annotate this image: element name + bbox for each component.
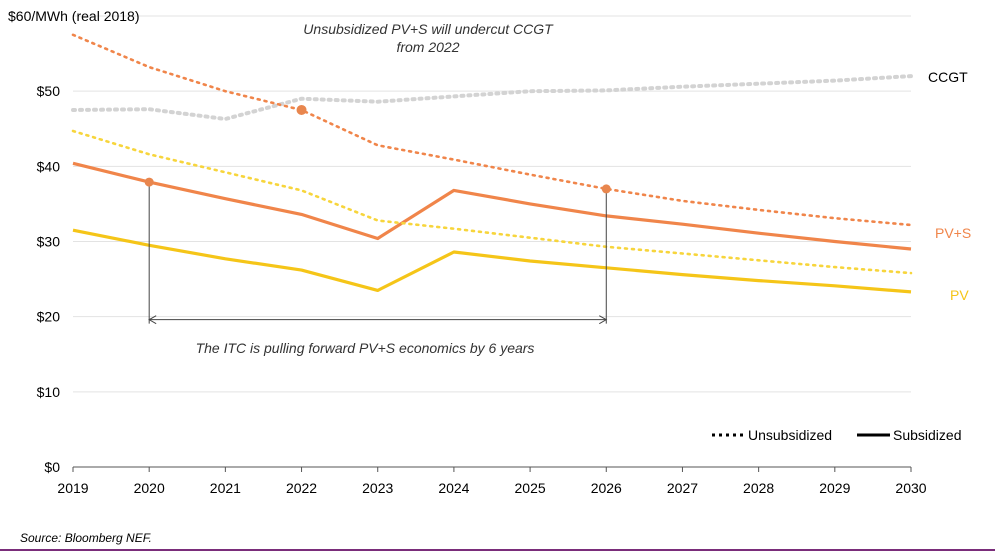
x-tick-label: 2022	[286, 480, 317, 496]
x-tick-label: 2023	[362, 480, 393, 496]
y-tick-label: $30	[37, 234, 61, 250]
markers	[144, 104, 611, 194]
y-tick-label: $50	[37, 83, 61, 99]
x-tick-label: 2030	[895, 480, 926, 496]
x-tick-label: 2019	[57, 480, 88, 496]
annotation-undercut-line1: Unsubsidized PV+S will undercut CCGT	[303, 21, 554, 37]
y-tick-label: $20	[37, 309, 61, 325]
bottom-divider	[0, 549, 995, 551]
series-lines	[71, 33, 913, 294]
series-pv-s-unsubsidized	[71, 33, 913, 227]
bracket-arrowhead-left	[148, 315, 157, 325]
annotation-itc: The ITC is pulling forward PV+S economic…	[196, 340, 535, 356]
x-tick-label: 2027	[667, 480, 698, 496]
source-note: Source: Bloomberg NEF.	[20, 531, 152, 545]
itc-bracket	[148, 182, 608, 325]
series-label-pv: PV	[950, 287, 969, 303]
x-tick-label: 2024	[438, 480, 469, 496]
legend-label-subsidized: Subsidized	[893, 427, 962, 443]
legend-label-unsubsidized: Unsubsidized	[748, 427, 832, 443]
y-tick-label: $40	[37, 158, 61, 174]
annotation-undercut-line2: from 2022	[396, 39, 459, 55]
x-tick-label: 2025	[515, 480, 546, 496]
x-tick-label: 2026	[591, 480, 622, 496]
x-tick-label: 2021	[210, 480, 241, 496]
x-tick-label: 2020	[134, 480, 165, 496]
series-pv-s-subsidized	[72, 161, 912, 251]
x-tick-label: 2028	[743, 480, 774, 496]
gridlines	[72, 15, 912, 472]
y-axis-label: $60/MWh (real 2018)	[8, 8, 140, 24]
series-label-ccgt: CCGT	[928, 69, 968, 85]
series-pv-subsidized	[72, 228, 912, 294]
bracket-arrowhead-right	[599, 315, 608, 325]
y-tick-label: $0	[44, 459, 60, 475]
x-tick-label: 2029	[819, 480, 850, 496]
y-tick-label: $10	[37, 384, 61, 400]
series-label-pvs: PV+S	[935, 225, 971, 241]
x-tick-labels: 2019 2020 2021 2022 2023 2024 2025 2026 2027 2028…	[57, 480, 926, 496]
marker-point	[296, 104, 307, 115]
series-ccgt-unsubsidized	[71, 74, 913, 121]
series-pv-unsubsidized	[71, 129, 913, 275]
marker-point	[601, 184, 611, 194]
marker-point	[144, 177, 154, 187]
legend: Unsubsidized Subsidized	[712, 427, 962, 443]
y-tick-labels: $0 $10 $20 $30 $40 $50	[37, 83, 61, 475]
